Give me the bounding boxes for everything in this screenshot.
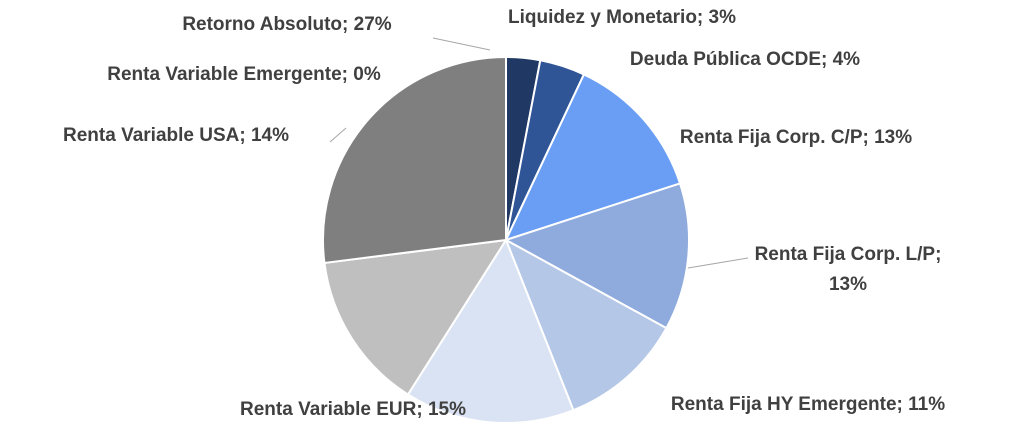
data-label: Renta Variable USA; 14% [63, 125, 289, 146]
pie-slice [504, 237, 668, 412]
data-label: Liquidez y Monetario; 3% [507, 7, 737, 28]
data-label: Renta Variable Emergente; 0% [107, 64, 381, 85]
pie-slice [323, 238, 508, 396]
pie-slice [406, 237, 575, 424]
data-label: Deuda Pública OCDE; 4% [629, 49, 861, 70]
leader-line [329, 127, 347, 143]
data-label: Renta Variable EUR; 15% [240, 399, 466, 420]
data-label: Renta Fija HY Emergente; 11% [670, 394, 946, 415]
leader-line [432, 37, 491, 51]
data-label: Renta Fija Corp. L/P; 13% [754, 244, 942, 295]
pie-slice [503, 182, 690, 330]
data-label: Renta Fija Corp. C/P; 13% [679, 127, 913, 148]
pie-slice [322, 55, 507, 265]
data-label: Retorno Absoluto; 27% [182, 14, 392, 35]
pie-slice [504, 73, 682, 242]
leader-line [687, 257, 749, 269]
